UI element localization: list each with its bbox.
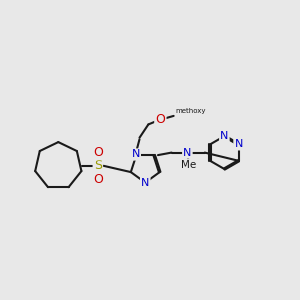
Text: S: S: [94, 159, 102, 172]
Text: N: N: [141, 178, 149, 188]
Text: methoxy: methoxy: [175, 108, 206, 114]
Text: N: N: [234, 140, 243, 149]
Text: O: O: [93, 146, 103, 159]
Text: N: N: [183, 148, 192, 158]
Text: N: N: [220, 131, 229, 141]
Text: N: N: [131, 149, 140, 160]
Text: Me: Me: [181, 160, 196, 170]
Text: O: O: [155, 113, 165, 126]
Text: O: O: [93, 172, 103, 186]
